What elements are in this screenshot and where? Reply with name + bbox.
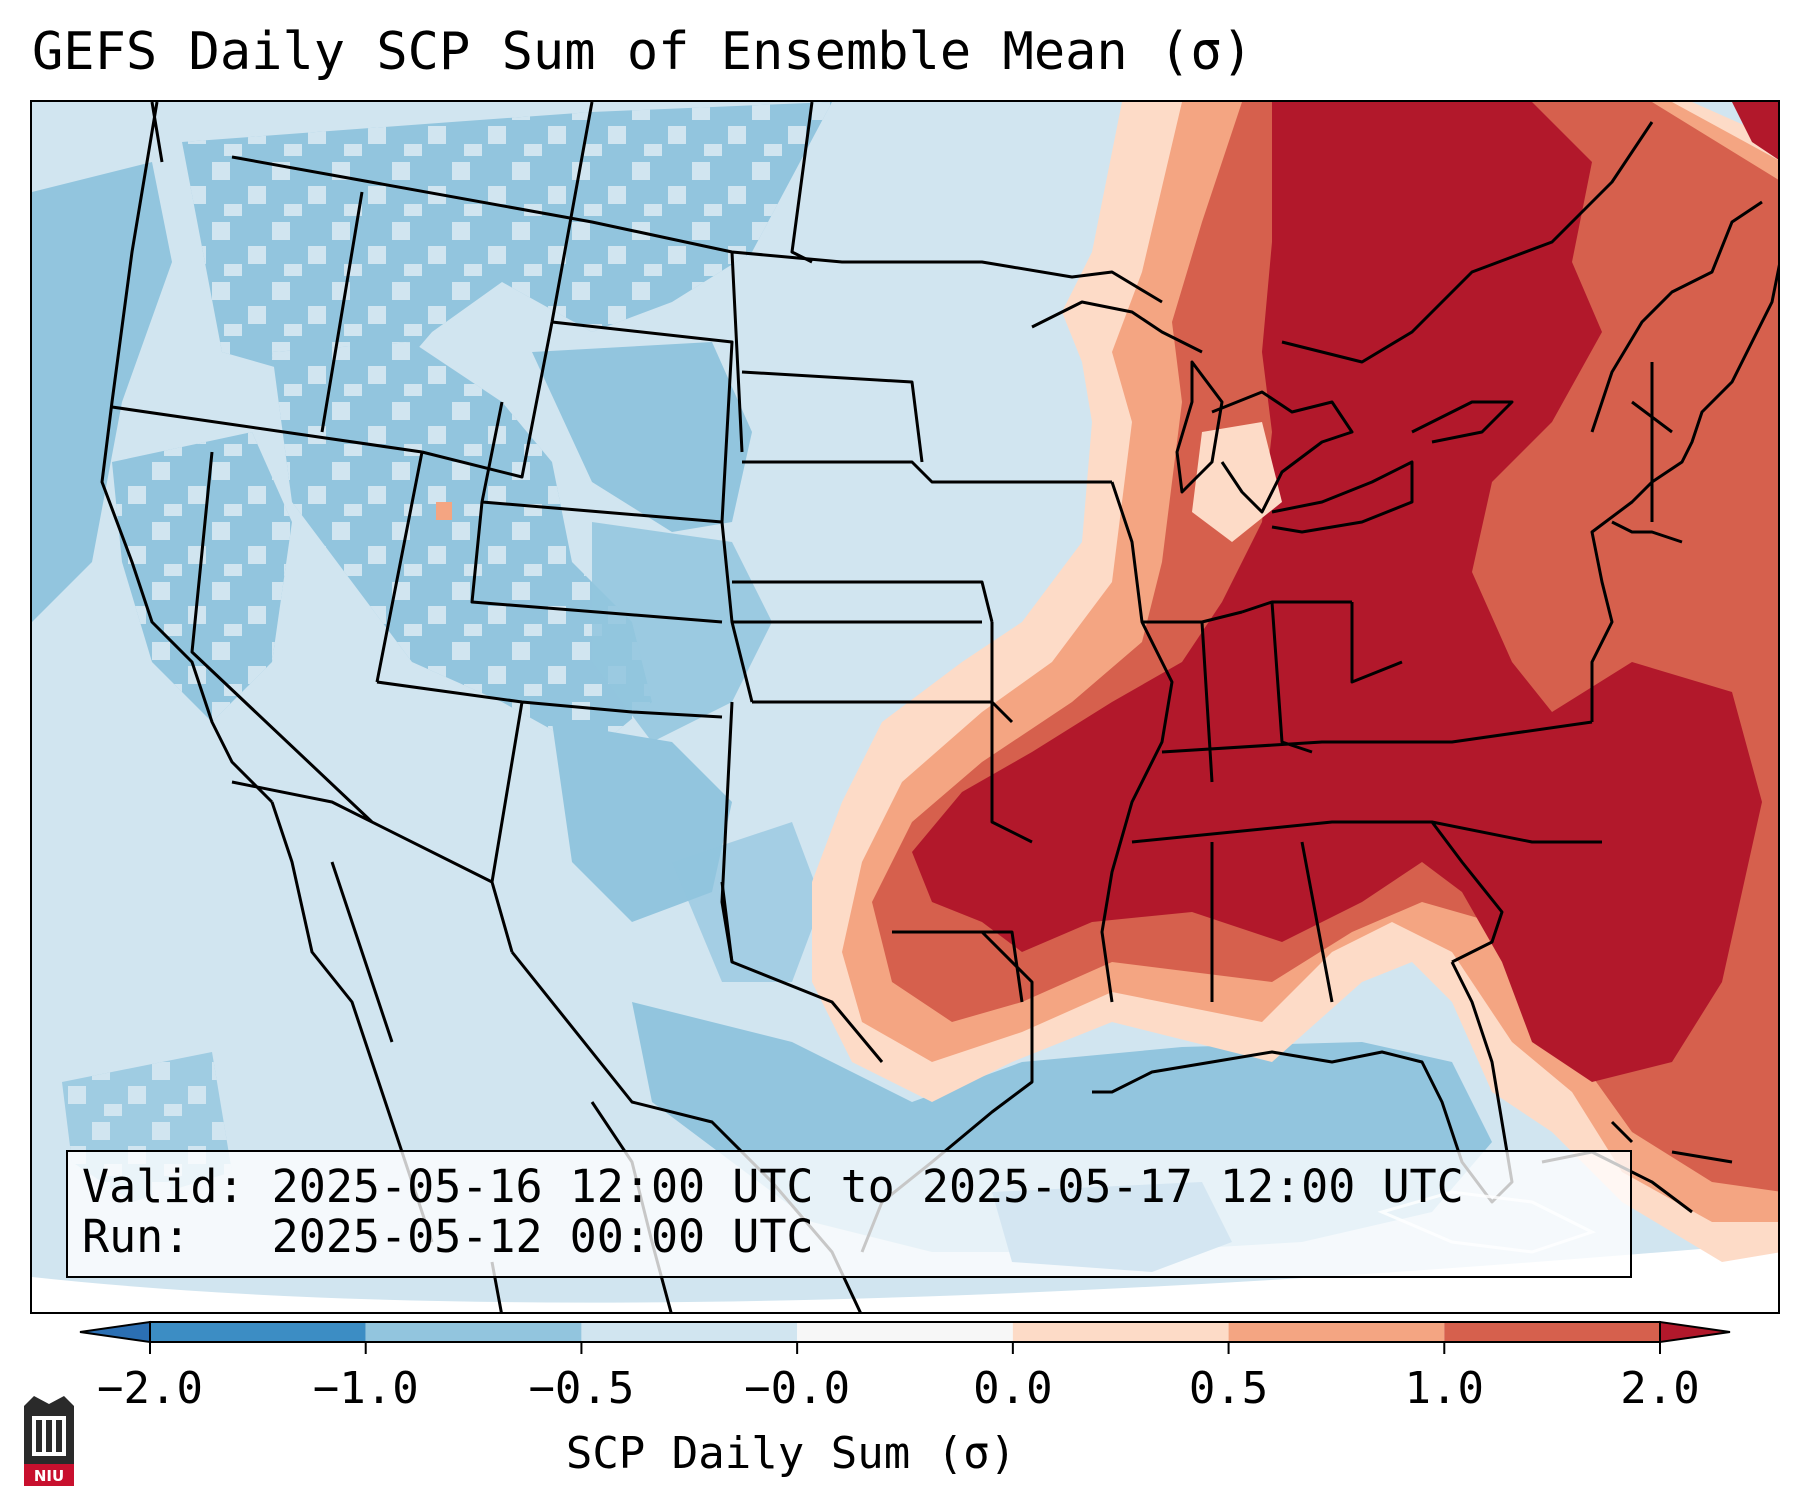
colorbar-tick-label: −2.0 <box>97 1363 203 1414</box>
colorbar-tick-label: −0.0 <box>744 1363 851 1414</box>
run-time-line: Run: 2025-05-12 00:00 UTC <box>82 1212 814 1262</box>
colorbar-label: SCP Daily Sum (σ) <box>565 1428 1017 1479</box>
colorbar-extend-low <box>79 1320 151 1344</box>
state-boundaries <box>100 102 1778 1312</box>
positive-field-extreme <box>912 102 1762 1082</box>
map-title: GEFS Daily SCP Sum of Ensemble Mean (σ) <box>32 22 1253 82</box>
colorbar-bin <box>1228 1322 1445 1342</box>
colorbar-bin <box>797 1322 1013 1342</box>
run-value: 2025-05-12 00:00 UTC <box>271 1210 814 1263</box>
colorbar-tick-label: −0.5 <box>528 1363 635 1414</box>
svg-text:NIU: NIU <box>34 1467 64 1485</box>
colorbar-bin <box>1444 1322 1660 1342</box>
colorbar-tick-label: 0.0 <box>973 1363 1053 1414</box>
valid-value: 2025-05-16 12:00 UTC to 2025-05-17 12:00… <box>271 1160 1464 1213</box>
isolated-cell <box>436 502 452 520</box>
colorbar-extend-high <box>1659 1320 1731 1344</box>
positive-field-extreme-northeast <box>1732 102 1778 160</box>
projection-edge <box>32 1242 1778 1312</box>
colorbar <box>79 1320 1731 1354</box>
run-label: Run: <box>82 1210 191 1263</box>
colorbar-outline <box>149 1321 1661 1343</box>
colorbar-tick-label: 0.5 <box>1188 1363 1269 1414</box>
niu-logo: NIU <box>24 1396 74 1486</box>
valid-label: Valid: <box>82 1160 245 1213</box>
colorbar-bin <box>1012 1322 1229 1342</box>
colorbar-tick-label: 1.0 <box>1404 1363 1485 1414</box>
colorbar-tick-label: 2.0 <box>1620 1363 1700 1414</box>
colorbar-tick-label: −1.0 <box>312 1363 419 1414</box>
colorbar-bin <box>581 1322 798 1342</box>
map-frame <box>30 100 1780 1314</box>
colorbar-bin <box>150 1322 366 1342</box>
colorbar-bin <box>365 1322 582 1342</box>
map-canvas <box>32 102 1778 1312</box>
valid-time-line: Valid: 2025-05-16 12:00 UTC to 2025-05-1… <box>82 1162 1464 1212</box>
valid-time-box: Valid: 2025-05-16 12:00 UTC to 2025-05-1… <box>66 1150 1632 1278</box>
